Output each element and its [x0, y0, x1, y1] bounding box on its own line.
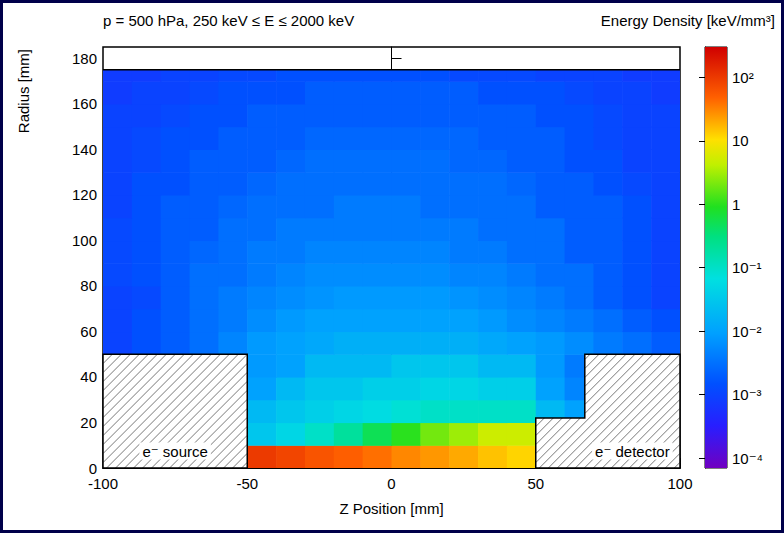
svg-text:120: 120 [72, 186, 97, 203]
svg-text:-50: -50 [236, 475, 258, 492]
svg-text:e⁻ detector: e⁻ detector [595, 443, 670, 460]
svg-text:10: 10 [732, 132, 749, 149]
svg-text:80: 80 [80, 277, 97, 294]
svg-text:-100: -100 [88, 475, 118, 492]
svg-text:10⁻²: 10⁻² [732, 323, 762, 340]
svg-text:10⁻¹: 10⁻¹ [732, 259, 762, 276]
svg-text:140: 140 [72, 141, 97, 158]
svg-text:Z Position [mm]: Z Position [mm] [339, 500, 443, 517]
svg-text:Radius [mm]: Radius [mm] [15, 49, 32, 133]
svg-text:100: 100 [667, 475, 692, 492]
svg-text:10⁻³: 10⁻³ [732, 386, 762, 403]
svg-text:20: 20 [80, 414, 97, 431]
svg-text:0: 0 [89, 460, 97, 477]
svg-text:Energy Density [keV/mm³]: Energy Density [keV/mm³] [601, 12, 775, 29]
svg-text:0: 0 [387, 475, 395, 492]
svg-text:160: 160 [72, 95, 97, 112]
svg-text:10⁻⁴: 10⁻⁴ [732, 450, 763, 467]
svg-text:10²: 10² [732, 69, 754, 86]
svg-text:60: 60 [80, 323, 97, 340]
svg-text:e⁻ source: e⁻ source [142, 443, 207, 460]
svg-text:40: 40 [80, 368, 97, 385]
svg-text:1: 1 [732, 196, 740, 213]
svg-text:p = 500 hPa, 250 keV ≤ E ≤ 200: p = 500 hPa, 250 keV ≤ E ≤ 2000 keV [103, 12, 354, 29]
svg-text:50: 50 [527, 475, 544, 492]
svg-text:100: 100 [72, 232, 97, 249]
svg-text:180: 180 [72, 50, 97, 67]
